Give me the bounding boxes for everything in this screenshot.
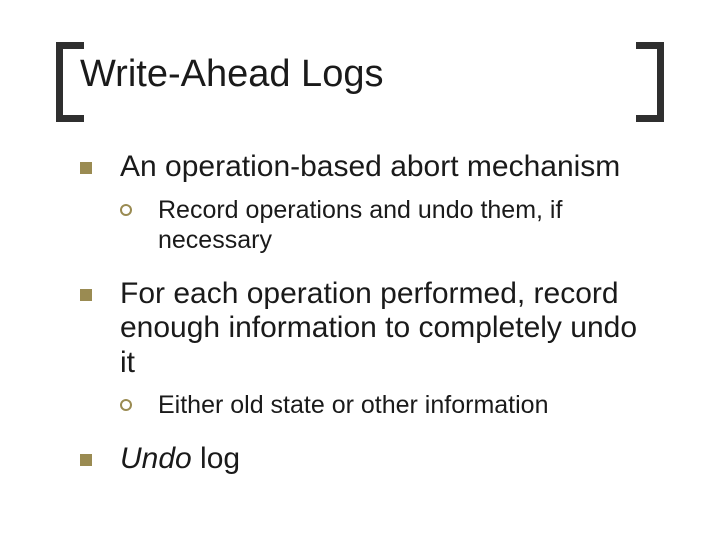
bullet-3-italic: Undo [120,442,192,475]
bullet-3-rest: log [192,442,240,475]
bullet-2: For each operation performed, record eno… [80,277,660,381]
square-bullet-icon [80,162,92,174]
ring-bullet-icon [120,399,132,411]
slide: Write-Ahead Logs An operation-based abor… [0,0,720,540]
bullet-1-sub: Record operations and undo them, if nece… [120,195,660,255]
slide-title: Write-Ahead Logs [80,54,624,96]
bullet-1: An operation-based abort mechanism [80,150,660,185]
bullet-3: Undo log [80,442,660,477]
bullet-1-sub-text: Record operations and undo them, if nece… [158,196,562,254]
bullet-2-text: For each operation performed, record eno… [120,277,637,379]
bullet-1-text: An operation-based abort mechanism [120,150,620,183]
ring-bullet-icon [120,204,132,216]
square-bullet-icon [80,289,92,301]
bracket-right-icon [636,42,664,122]
square-bullet-icon [80,454,92,466]
slide-body: An operation-based abort mechanism Recor… [80,150,660,477]
title-area: Write-Ahead Logs [56,46,664,118]
bullet-2-sub: Either old state or other information [120,390,660,420]
bullet-2-sub-text: Either old state or other information [158,391,548,419]
